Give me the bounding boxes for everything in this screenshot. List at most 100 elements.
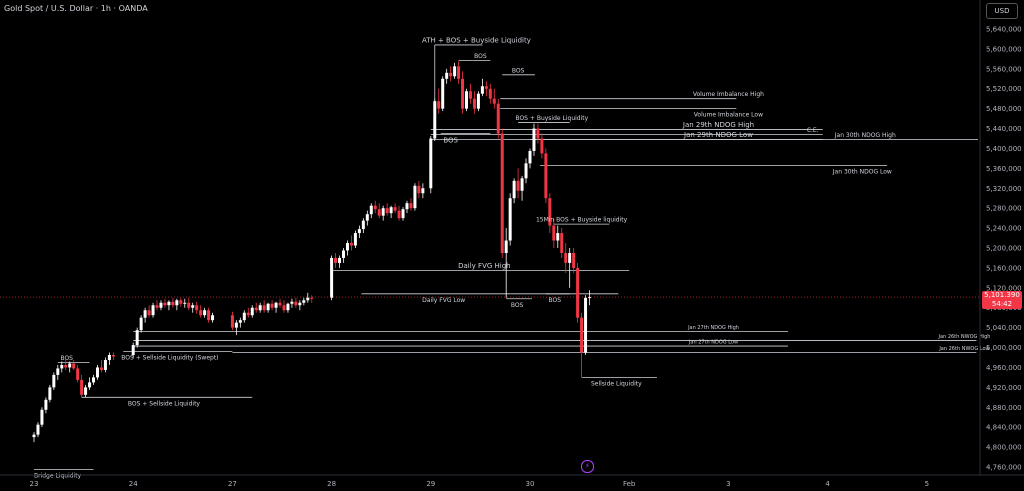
candle-body xyxy=(266,303,270,311)
candle-body xyxy=(163,302,167,306)
level-label: C.E. xyxy=(807,127,819,134)
candle-body xyxy=(111,355,115,357)
candle-body xyxy=(278,302,282,306)
lightning-icon[interactable]: ⚡ xyxy=(581,460,594,473)
candle-body xyxy=(488,88,492,99)
candle-body xyxy=(306,297,310,301)
candle-body xyxy=(191,305,195,308)
candle-body xyxy=(88,382,92,388)
candle-body xyxy=(282,305,286,311)
time-tick-label: 3 xyxy=(726,480,730,488)
candle-body xyxy=(286,303,290,311)
candle-body xyxy=(179,300,183,304)
price-tick-label: 5,040,000 xyxy=(986,324,1022,332)
level-label: Volume Imbalance High xyxy=(693,91,764,98)
candle-body xyxy=(401,209,405,219)
price-tick-label: 4,800,000 xyxy=(986,444,1022,452)
price-tick-label: 4,880,000 xyxy=(986,404,1022,412)
candle-body xyxy=(417,185,421,194)
price-tick-label: 5,200,000 xyxy=(986,245,1022,253)
candle-body xyxy=(369,205,373,215)
candle-body xyxy=(274,302,278,308)
price-axis: 4,760,000 4,800,000 4,840,000 4,880,000 4,92… xyxy=(979,0,1022,475)
price-tick-label: 5,640,000 xyxy=(986,26,1022,34)
candle-body xyxy=(508,198,512,241)
candle-body xyxy=(476,93,480,109)
candle-body xyxy=(441,78,445,109)
price-tick-label: 5,400,000 xyxy=(986,145,1022,153)
candle-body xyxy=(338,257,342,263)
time-tick-label: 23 xyxy=(30,480,39,488)
level-label: Jan 27th NDOG High xyxy=(687,325,739,331)
level-label: Daily FVG High xyxy=(458,262,511,270)
candle-body xyxy=(465,91,469,109)
candle-body xyxy=(345,243,349,251)
level-label: Jan 30th NDOG High xyxy=(834,132,896,139)
candle-body xyxy=(254,307,258,311)
candle-body xyxy=(302,300,306,303)
candle-body xyxy=(139,317,143,331)
candle-body xyxy=(68,363,72,368)
level-label: BOS xyxy=(549,297,562,304)
candle-body xyxy=(552,225,556,241)
candle-body xyxy=(48,387,52,400)
candle-body xyxy=(330,257,334,298)
candle-body xyxy=(437,101,441,109)
candle-body xyxy=(72,363,76,369)
price-tick-label: 5,160,000 xyxy=(986,264,1022,272)
candle-body xyxy=(500,133,504,253)
level-label: BOS xyxy=(60,355,73,362)
currency-button[interactable]: USD xyxy=(986,3,1018,19)
time-tick-label: Feb xyxy=(623,480,636,488)
level-label: Jan 26th NWOG High xyxy=(938,334,991,340)
level-label: Jan 30th NDOG Low xyxy=(832,168,892,175)
price-tick-label: 5,520,000 xyxy=(986,85,1022,93)
candle-body xyxy=(44,399,48,410)
candle-body xyxy=(472,98,476,109)
candle-body xyxy=(76,368,80,380)
candle-body xyxy=(457,66,461,79)
chart-title: Gold Spot / U.S. Dollar · 1h · OANDA xyxy=(4,4,148,13)
candle-body xyxy=(544,153,548,199)
candle-body xyxy=(84,387,88,395)
level-label: BOS + Sellside Liquidity xyxy=(128,400,201,407)
price-tick-label: 4,960,000 xyxy=(986,364,1022,372)
candle-body xyxy=(453,66,457,77)
candle-body xyxy=(107,355,111,360)
level-label: Jan 29th NDOG Low xyxy=(683,131,753,139)
time-tick-label: 29 xyxy=(426,480,435,488)
candle-body xyxy=(584,297,588,353)
candle-body xyxy=(445,72,449,79)
candle-body xyxy=(171,301,175,306)
candle-body xyxy=(385,208,389,214)
candle-body xyxy=(234,322,238,328)
candle-body xyxy=(548,198,552,226)
level-label: Bridge Liquidity xyxy=(34,472,82,479)
price-tick-label: 5,120,000 xyxy=(986,284,1022,292)
candle-body xyxy=(310,297,314,299)
candle-body xyxy=(349,243,353,246)
levels-layer xyxy=(34,44,978,470)
time-tick-label: 27 xyxy=(228,480,237,488)
candle-body xyxy=(524,163,528,179)
candle-body xyxy=(147,310,151,316)
time-axis: 23 24 27 28 29 30 Feb 3 4 5 xyxy=(0,474,1024,488)
candle-body xyxy=(195,305,199,311)
candle-body xyxy=(290,301,294,304)
time-tick-label: 30 xyxy=(526,480,535,488)
time-tick-label: 28 xyxy=(327,480,336,488)
candle-body xyxy=(588,297,592,299)
candle-body xyxy=(512,180,516,199)
candle-body xyxy=(342,250,346,258)
price-tick-label: 5,560,000 xyxy=(986,65,1022,73)
level-label: BOS xyxy=(443,137,458,145)
price-tick-label: 4,920,000 xyxy=(986,384,1022,392)
level-label: 15Min BOS + Buyside liquidity xyxy=(536,217,628,224)
candle-body xyxy=(95,367,99,378)
candle-body xyxy=(199,310,203,316)
candle-body xyxy=(433,101,437,139)
candle-body xyxy=(80,379,84,395)
candle-body xyxy=(203,310,207,316)
level-label: Sellside Liquidity xyxy=(591,380,642,387)
